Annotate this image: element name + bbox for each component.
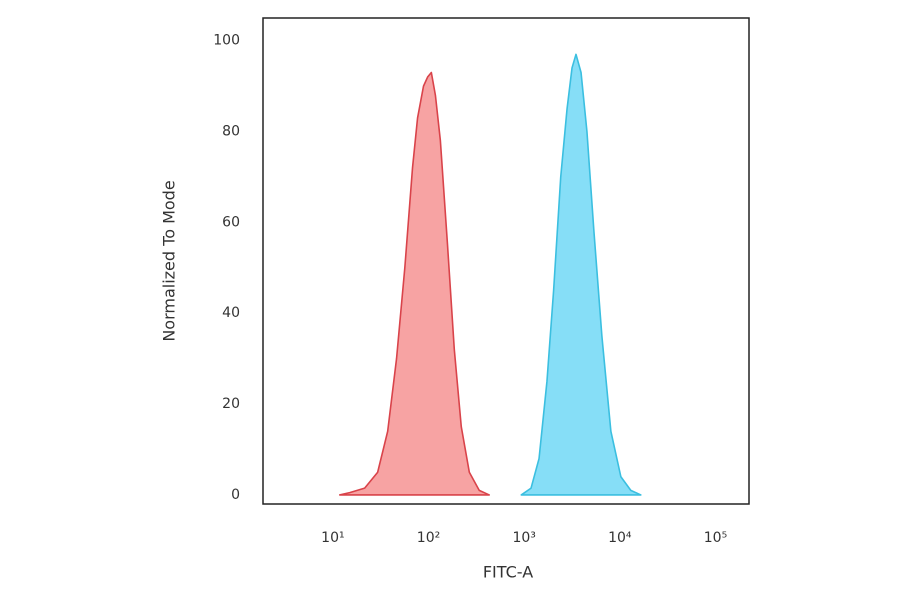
x-tick-label: 10¹ [321, 530, 344, 546]
y-axis-label: Normalized To Mode [160, 180, 179, 341]
y-tick-label: 40 [222, 305, 240, 321]
plot-frame [262, 17, 750, 505]
x-axis-label: FITC-A [483, 563, 533, 582]
x-tick-label: 10² [417, 530, 440, 546]
x-tick-label: 10⁵ [704, 530, 727, 546]
y-tick-label: 60 [222, 214, 240, 230]
y-tick-label: 100 [213, 33, 240, 49]
y-tick-label: 0 [231, 487, 240, 503]
y-tick-label: 20 [222, 396, 240, 412]
x-tick-label: 10⁴ [608, 530, 632, 546]
y-tick-label: 80 [222, 124, 240, 140]
x-tick-label: 10³ [512, 530, 535, 546]
histogram-area [520, 53, 642, 496]
histogram-area [338, 71, 491, 496]
